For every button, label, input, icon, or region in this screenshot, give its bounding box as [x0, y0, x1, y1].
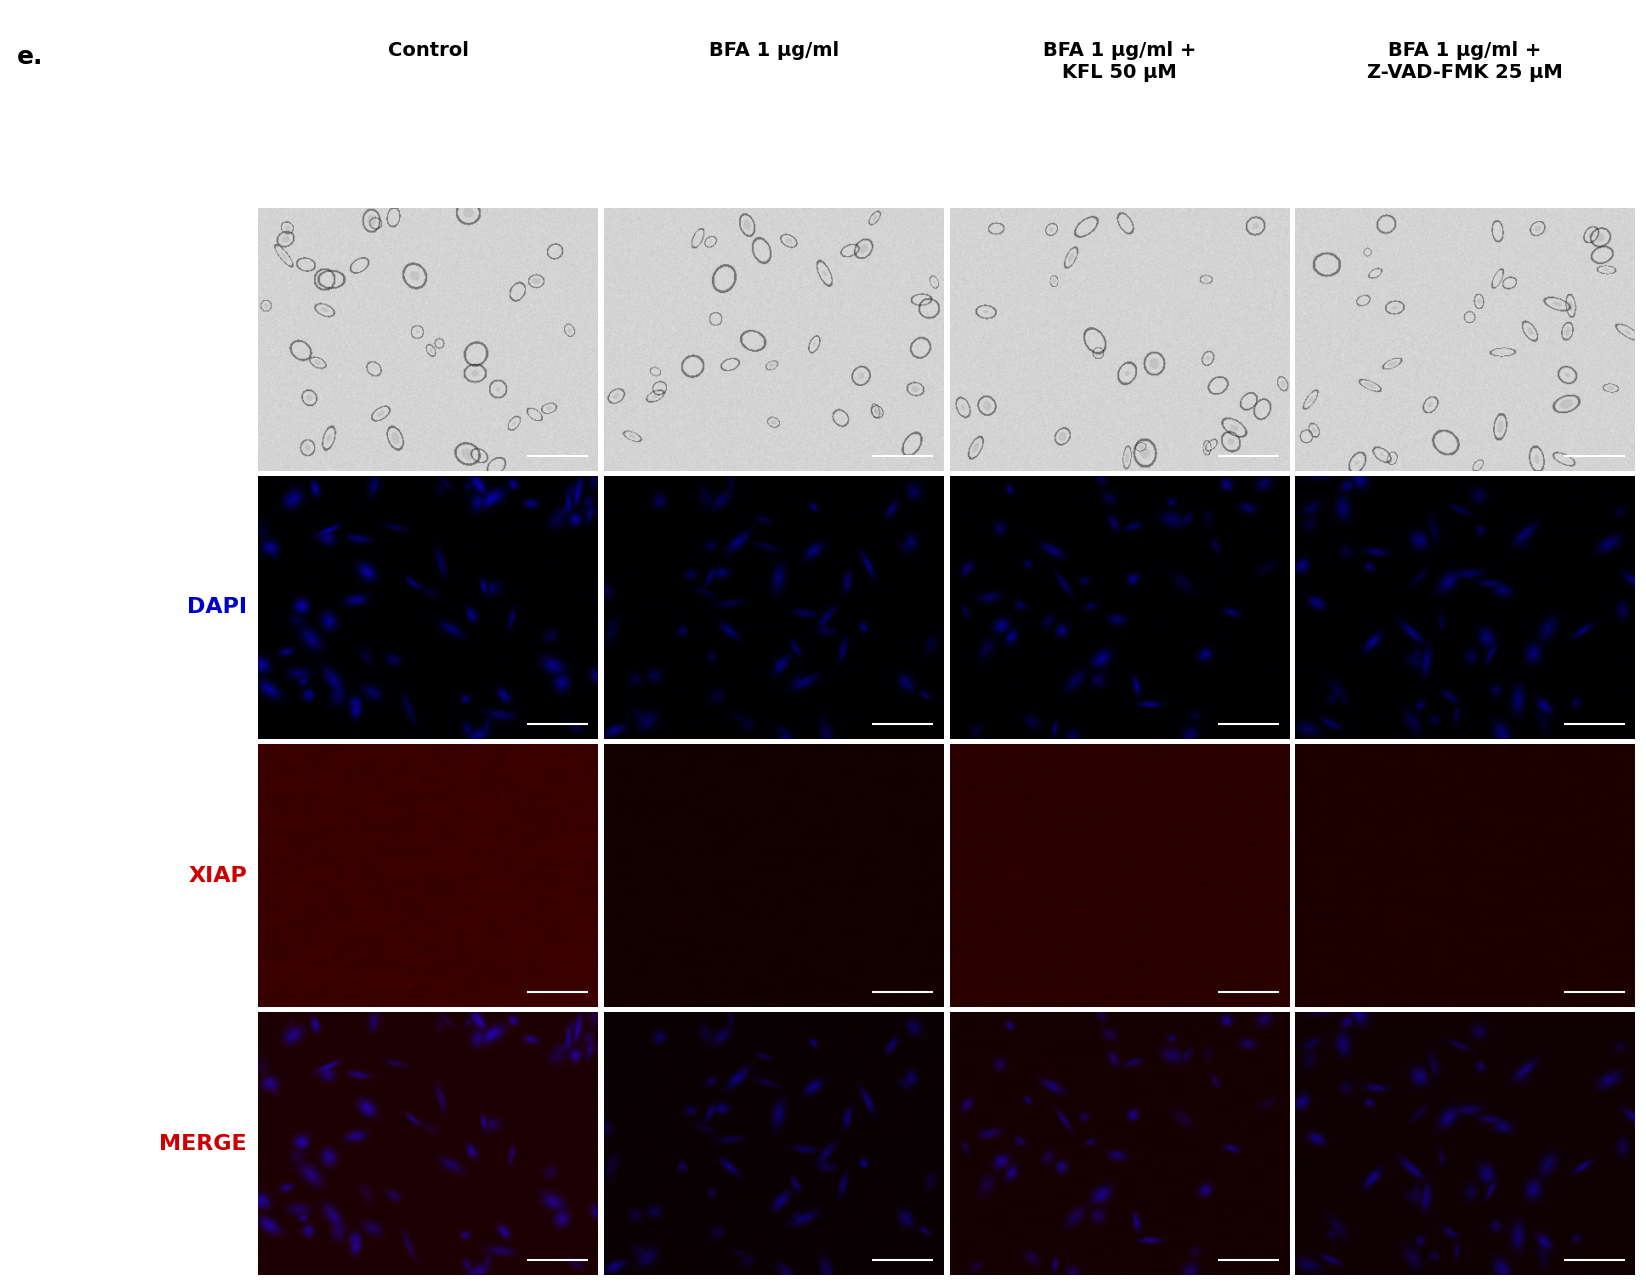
- Text: Control: Control: [387, 41, 469, 60]
- Text: e.: e.: [16, 45, 43, 69]
- Text: BFA 1 μg/ml +
KFL 50 μM: BFA 1 μg/ml + KFL 50 μM: [1042, 41, 1197, 82]
- Text: BFA 1 μg/ml +
Z-VAD-FMK 25 μM: BFA 1 μg/ml + Z-VAD-FMK 25 μM: [1368, 41, 1562, 82]
- Text: DAPI: DAPI: [188, 597, 247, 618]
- Text: BFA 1 μg/ml: BFA 1 μg/ml: [708, 41, 839, 60]
- Text: MERGE: MERGE: [160, 1134, 247, 1153]
- Text: XIAP: XIAP: [188, 865, 247, 886]
